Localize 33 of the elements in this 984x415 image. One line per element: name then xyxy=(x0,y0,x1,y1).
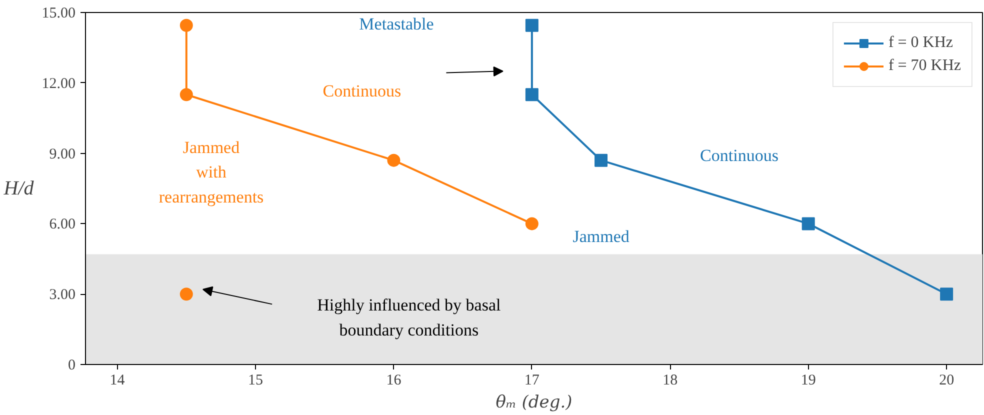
point xyxy=(525,217,538,230)
x-tick-label: 17 xyxy=(524,372,540,388)
y-tick-label: 15.00 xyxy=(42,6,76,22)
legend-label: f = 70 KHz xyxy=(888,57,961,75)
point xyxy=(940,288,954,301)
legend-label: f = 0 KHz xyxy=(888,34,953,52)
annotation: Metastable xyxy=(359,14,434,34)
y-tick-label: 12.00 xyxy=(42,76,76,92)
y-tick-label: 9.00 xyxy=(49,146,76,162)
point xyxy=(180,88,193,102)
annotation: Jammed xyxy=(572,226,630,246)
annotation: Highly influenced by basal boundary conditions xyxy=(317,296,502,340)
x-tick-label: 14 xyxy=(110,372,126,388)
point xyxy=(387,154,400,167)
point xyxy=(180,18,193,32)
annotation: Continuous xyxy=(322,82,402,101)
y-tick-label: 0 xyxy=(68,358,76,374)
x-tick-label: 15 xyxy=(248,372,263,388)
y-tick-label: 3.00 xyxy=(49,287,76,304)
y-axis-title: H/d xyxy=(2,178,35,200)
x-tick-label: 18 xyxy=(662,372,678,388)
x-tick-label: 16 xyxy=(386,372,402,388)
x-axis-title: θₘ (deg.) xyxy=(496,392,572,412)
annotation: Continuous xyxy=(700,146,778,166)
point xyxy=(594,154,608,167)
x-tick-label: 19 xyxy=(800,372,816,388)
point xyxy=(525,88,538,102)
y-tick-label: 6.00 xyxy=(49,216,76,233)
point xyxy=(180,288,193,301)
x-tick-label: 20 xyxy=(939,372,954,388)
point xyxy=(525,18,538,32)
annotation: Jammed with rearrangements xyxy=(158,138,264,206)
point xyxy=(802,217,815,230)
